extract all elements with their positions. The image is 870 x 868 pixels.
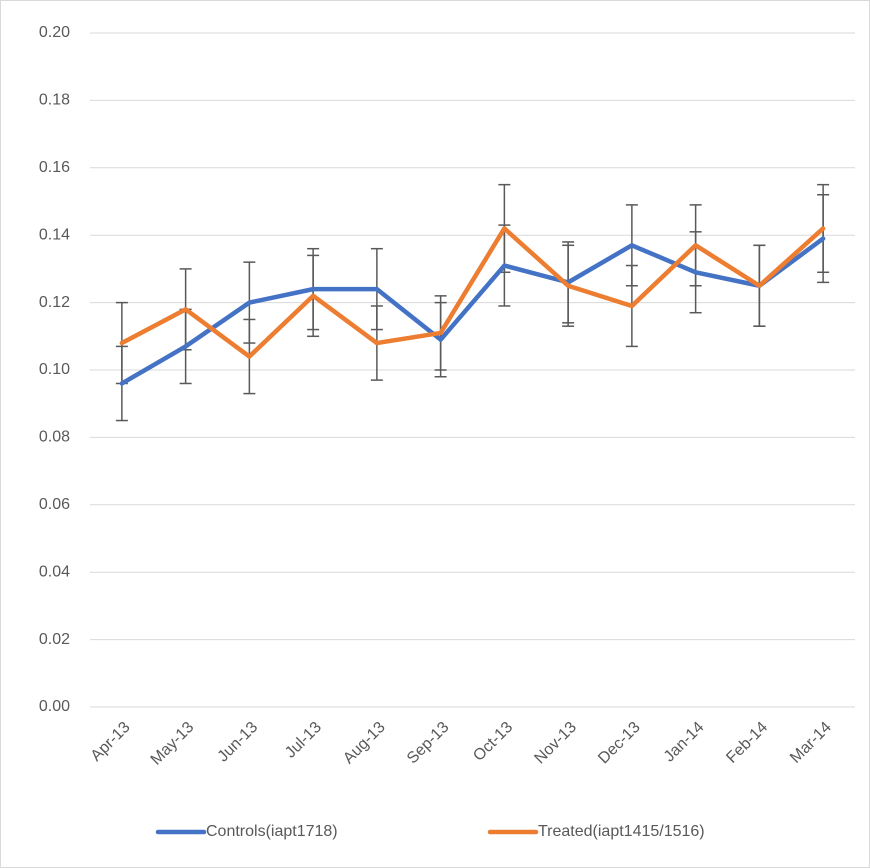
y-tick-label: 0.12 [39, 294, 70, 311]
y-tick-label: 0.16 [39, 159, 70, 176]
y-tick-label: 0.04 [39, 563, 70, 580]
y-tick-label: 0.00 [39, 698, 70, 715]
y-tick-label: 0.08 [39, 429, 70, 446]
y-tick-label: 0.20 [39, 24, 70, 41]
y-tick-label: 0.10 [39, 361, 70, 378]
y-tick-label: 0.02 [39, 631, 70, 648]
y-tick-label: 0.06 [39, 496, 70, 513]
series-line [119, 226, 826, 359]
legend-label: Controls(iapt1718) [206, 823, 338, 840]
y-tick-label: 0.14 [39, 226, 70, 243]
y-tick-label: 0.18 [39, 92, 70, 109]
legend-label: Treated(iapt1415/1516) [538, 823, 705, 840]
series-line [119, 236, 826, 386]
